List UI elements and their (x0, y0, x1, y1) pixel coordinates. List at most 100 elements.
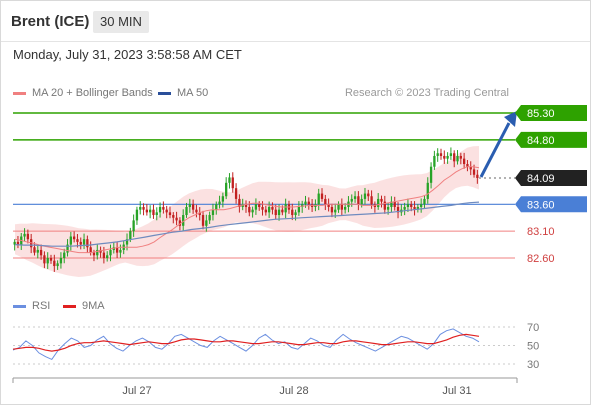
ma20-swatch (13, 91, 26, 95)
candle-body (119, 249, 122, 253)
candle-body (429, 166, 433, 183)
candle-body (115, 247, 119, 253)
ma50-swatch (158, 91, 171, 95)
candle-body (132, 220, 135, 232)
candle-body (201, 215, 205, 226)
candle-body (241, 204, 244, 207)
candle-body (324, 198, 327, 205)
candle-body (185, 206, 188, 216)
ma50-line (14, 201, 480, 247)
candle-body (211, 209, 215, 216)
candle-body (426, 182, 429, 199)
candle-body (353, 196, 357, 199)
candle-body (386, 206, 390, 210)
candle-body (182, 215, 185, 226)
bollinger-band (15, 146, 479, 277)
candle-body (449, 153, 453, 156)
candle-body (191, 204, 195, 210)
candle-body (39, 249, 43, 256)
projection-arrow-head (504, 111, 517, 127)
candle-body (231, 177, 234, 189)
candle-body (330, 206, 334, 213)
candle-body (383, 201, 386, 210)
candle-body (301, 204, 304, 207)
candle-body (46, 258, 49, 264)
candle-body (139, 206, 142, 210)
candle-body (96, 249, 99, 256)
candle-body (453, 153, 456, 162)
ma20-line (14, 166, 480, 254)
candle-body (59, 258, 63, 264)
candle-body (251, 209, 254, 213)
candle-body (82, 239, 86, 245)
candle-body (86, 239, 89, 248)
candle-body (66, 244, 69, 253)
candle-body (327, 204, 330, 207)
candle-body (99, 249, 102, 253)
candle-body (343, 206, 347, 210)
candle-body (363, 193, 367, 199)
candle-body (205, 220, 208, 226)
candle-body (337, 204, 340, 210)
candle-body (284, 204, 287, 213)
ma20-legend: MA 20 + Bollinger Bands (13, 87, 153, 99)
x-tick-label: Jul 31 (442, 385, 471, 397)
level-tag-84.80 (515, 131, 587, 148)
candle-body (439, 153, 443, 156)
candle-body (175, 217, 178, 221)
candle-body (304, 201, 307, 205)
candle-body (320, 193, 324, 199)
candle-body (23, 233, 26, 237)
candle-body (148, 209, 152, 213)
candle-body (135, 209, 139, 221)
candle-body (198, 212, 201, 216)
candle-body (215, 204, 218, 210)
header-divider (1, 41, 590, 42)
candle-body (264, 209, 267, 213)
candle-body (43, 255, 46, 264)
candle-body (277, 209, 281, 216)
rsi-tick-30: 30 (527, 359, 539, 371)
candle-body (377, 198, 380, 207)
candle-body (294, 212, 297, 216)
candle-body (36, 249, 39, 253)
rsi-ma-legend: 9MA (63, 300, 105, 312)
candle-body (423, 198, 426, 205)
rsi-tick-70: 70 (527, 322, 539, 334)
candle-body (248, 206, 251, 213)
candle-body (56, 263, 59, 267)
ma50-legend-label: MA 50 (177, 87, 209, 99)
rsi-tick-50: 50 (527, 341, 539, 353)
x-tick-label: Jul 27 (122, 385, 151, 397)
candle-body (413, 206, 416, 210)
candle-body (443, 155, 446, 159)
candle-body (380, 198, 383, 202)
candle-body (13, 241, 16, 245)
candle-body (145, 209, 149, 213)
candle-body (195, 209, 198, 213)
candle-body (244, 204, 248, 207)
candle-body (225, 182, 228, 197)
candle-body (168, 212, 172, 216)
timeframe-badge[interactable]: 30 MIN (93, 11, 149, 33)
candle-body (466, 164, 469, 167)
timestamp: Monday, July 31, 2023 3:58:58 AM CET (13, 47, 242, 62)
candle-body (69, 236, 72, 245)
candle-body (420, 204, 423, 207)
candle-body (208, 215, 211, 221)
candle-body (261, 206, 264, 210)
candle-body (317, 193, 320, 205)
candle-body (53, 260, 56, 267)
candle-body (436, 153, 439, 156)
candle-body (396, 206, 400, 213)
candle-body (188, 204, 191, 207)
candle-body (393, 201, 396, 207)
candle-body (234, 188, 238, 199)
level-tag-83.60 (515, 196, 587, 213)
candle-body (129, 231, 132, 240)
level-tag-84.09 (515, 169, 587, 186)
ma20-legend-label: MA 20 + Bollinger Bands (32, 87, 153, 99)
candle-body (158, 206, 162, 213)
